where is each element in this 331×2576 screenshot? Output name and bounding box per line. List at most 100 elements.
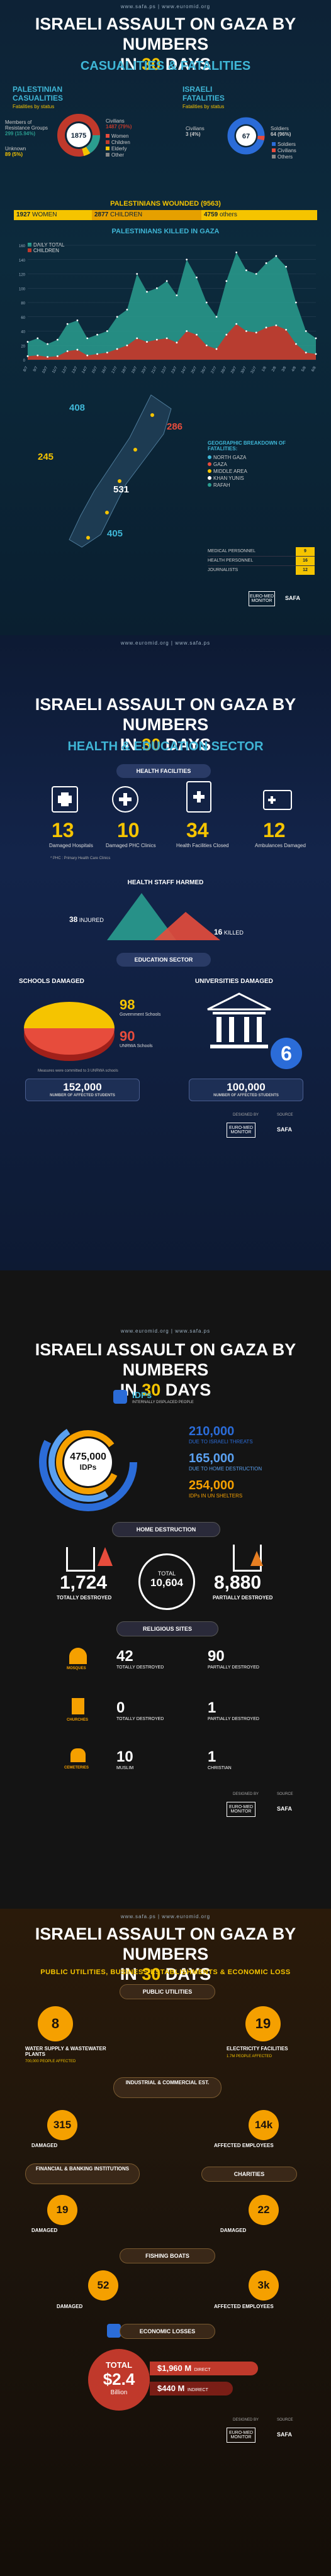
university-beam [213, 1012, 266, 1014]
killed-chart-ytick: 80 [21, 302, 25, 306]
killed-chart-point [36, 337, 39, 340]
killed-legend: DAILY TOTAL CHILDREN [28, 242, 65, 253]
staff-injured-peak [107, 893, 176, 940]
staff-row-medical-label: MEDICAL PERSONNEL [208, 549, 255, 553]
ambulance-icon [263, 790, 292, 810]
universities-num: 6 [271, 1038, 302, 1069]
pal-donut-center [67, 123, 91, 147]
schools-pie-gov [24, 1002, 115, 1028]
killed-chart-xtick: 24/7 [181, 365, 188, 374]
killed-chart-point [116, 316, 118, 318]
killed-chart-xtick: 31/7 [250, 365, 257, 374]
source-label: SOURCE [277, 1792, 293, 1796]
isr-civilians: Civilians [186, 126, 205, 131]
idps-sub: INTERNALLY DISPLACED PEOPLE [132, 1401, 194, 1404]
geo-val-gaza: 286 [167, 421, 183, 432]
education-sector-label: EDUCATION SECTOR [116, 953, 211, 967]
university-base [210, 1045, 268, 1048]
killed-chart-ytick: 140 [19, 259, 26, 263]
killed-chart-xtick: 8/7 [23, 365, 29, 372]
religious-cemeteries-site: CEMETERIES [64, 1766, 89, 1770]
panel-economic: www.safa.ps | www.euromid.org ISRAELI AS… [0, 1909, 331, 2576]
killed-chart-xtick: 22/7 [161, 365, 168, 374]
killed-chart-point [176, 341, 178, 344]
facility-closed-num: 34 [186, 819, 209, 841]
idps-rings [39, 1413, 137, 1511]
econ-total-num: $2.4 [103, 2370, 135, 2389]
geo-legend-north-label: NORTH GAZA [213, 455, 247, 460]
pal-title: PALESTINIAN CASUALITIES [13, 85, 63, 103]
killed-chart-xtick: 6/8 [311, 365, 317, 372]
isr-civilians-label: Civilians 3 (4%) [186, 126, 205, 137]
pal-unknown-label: Unknown 89 (5%) [5, 146, 55, 157]
pal-members: Members of Resistance Groups [5, 119, 48, 131]
fire-small-icon [250, 1551, 263, 1566]
page-title: ISRAELI ASSAULT ON GAZA BY NUMBERS IN 30… [0, 1340, 331, 1400]
killed-chart-point [305, 352, 307, 354]
killed-chart-point [66, 350, 69, 352]
killed-chart-point [295, 343, 297, 345]
killed-chart-point [106, 330, 108, 332]
killed-chart-xtick: 11/7 [52, 365, 59, 374]
staff-row-health-label: HEALTH PERSONNEL [208, 558, 254, 563]
home-total-label: TOTAL [157, 1570, 176, 1577]
killed-chart-point [47, 343, 48, 345]
religious-churches-site: CHURCHES [67, 1718, 89, 1722]
killed-chart-xtick: 3/8 [281, 365, 288, 372]
economic-losses-label: ECONOMIC LOSSES [120, 2324, 215, 2339]
panel-health-education: www.euromid.org | www.safa.ps ISRAELI AS… [0, 635, 331, 1270]
religious-sites-label: RELIGIOUS SITES [116, 1621, 218, 1636]
schools-note: Measures were committed to 3 UNRWA schoo… [38, 1069, 118, 1073]
econ-total-label: TOTAL [105, 2360, 133, 2370]
idp-destruction-num: 165,000 [189, 1452, 235, 1465]
home-partially-num: 8,880 [214, 1572, 262, 1593]
title-line1: ISRAELI ASSAULT ON GAZA BY NUMBERS [35, 1924, 296, 1963]
killed-chart-point [196, 333, 198, 336]
killed-legend-children: CHILDREN [28, 248, 65, 253]
killed-chart-xtick: 28/7 [221, 365, 228, 374]
killed-chart-point [285, 265, 288, 268]
logo-euromed: EURO-MED MONITOR [227, 1123, 255, 1138]
title-line1: ISRAELI ASSAULT ON GAZA BY NUMBERS [35, 1340, 296, 1379]
geo-legend-rafah-label: RAFAH [213, 482, 230, 488]
logo-safa: SAFA [276, 1126, 292, 1133]
home-total: 10,604 [150, 1577, 183, 1589]
killed-chart-point [146, 341, 148, 343]
financial-circle: 19 [47, 2195, 77, 2225]
killed-chart-ytick: 20 [21, 345, 25, 348]
schools-title: SCHOOLS DAMAGED [19, 978, 84, 985]
killed-chart-point [96, 353, 98, 355]
killed-chart-point [96, 333, 98, 336]
killed-chart-point [205, 344, 208, 347]
elec-label: ELECTRICITY FACILITIES [227, 2046, 288, 2051]
staff-injured-label: INJURED [79, 917, 104, 923]
killed-chart-point [86, 337, 89, 340]
title-days: DAYS [165, 1380, 211, 1399]
geo-legend-rafah: RAFAH [208, 482, 247, 489]
killed-chart-point [66, 323, 69, 325]
killed-chart-point [126, 344, 128, 347]
map-dot-rafah [86, 536, 90, 540]
page-title: ISRAELI ASSAULT ON GAZA BY NUMBERS IN 30… [0, 14, 331, 74]
killed-chart-xtick: 2/8 [271, 365, 278, 372]
money-icon [107, 2324, 121, 2338]
religious-cemeteries-left-num: 10 [116, 1748, 133, 1765]
gaza-map-outline [69, 394, 172, 548]
facility-clinics-label: Damaged PHC Clinics [106, 843, 156, 848]
facility-ambulances-num: 12 [263, 819, 286, 841]
isr-soldiers-label: Soldiers 64 (96%) [271, 126, 291, 137]
staff-killed-num: 16 [214, 928, 223, 936]
religious-mosques-site: MOSQUES [67, 1667, 86, 1670]
home-destruction-label: HOME DESTRUCTION [112, 1522, 220, 1537]
title-days: DAYS [165, 55, 211, 74]
logo-euromed: EURO-MED MONITOR [249, 591, 275, 606]
wounded-others-label: others [220, 211, 237, 218]
unrwa-schools-label: UNRWA Schools [120, 1044, 153, 1048]
pal-legend-women: Women [106, 133, 130, 140]
killed-chart-ytick: 120 [19, 274, 26, 277]
killed-chart-point [106, 352, 108, 354]
killed-chart-point [205, 301, 208, 304]
staff-injured-num: 38 [69, 915, 78, 924]
isr-legend-soldiers: Soldiers [272, 142, 296, 148]
killed-chart-point [26, 341, 29, 343]
